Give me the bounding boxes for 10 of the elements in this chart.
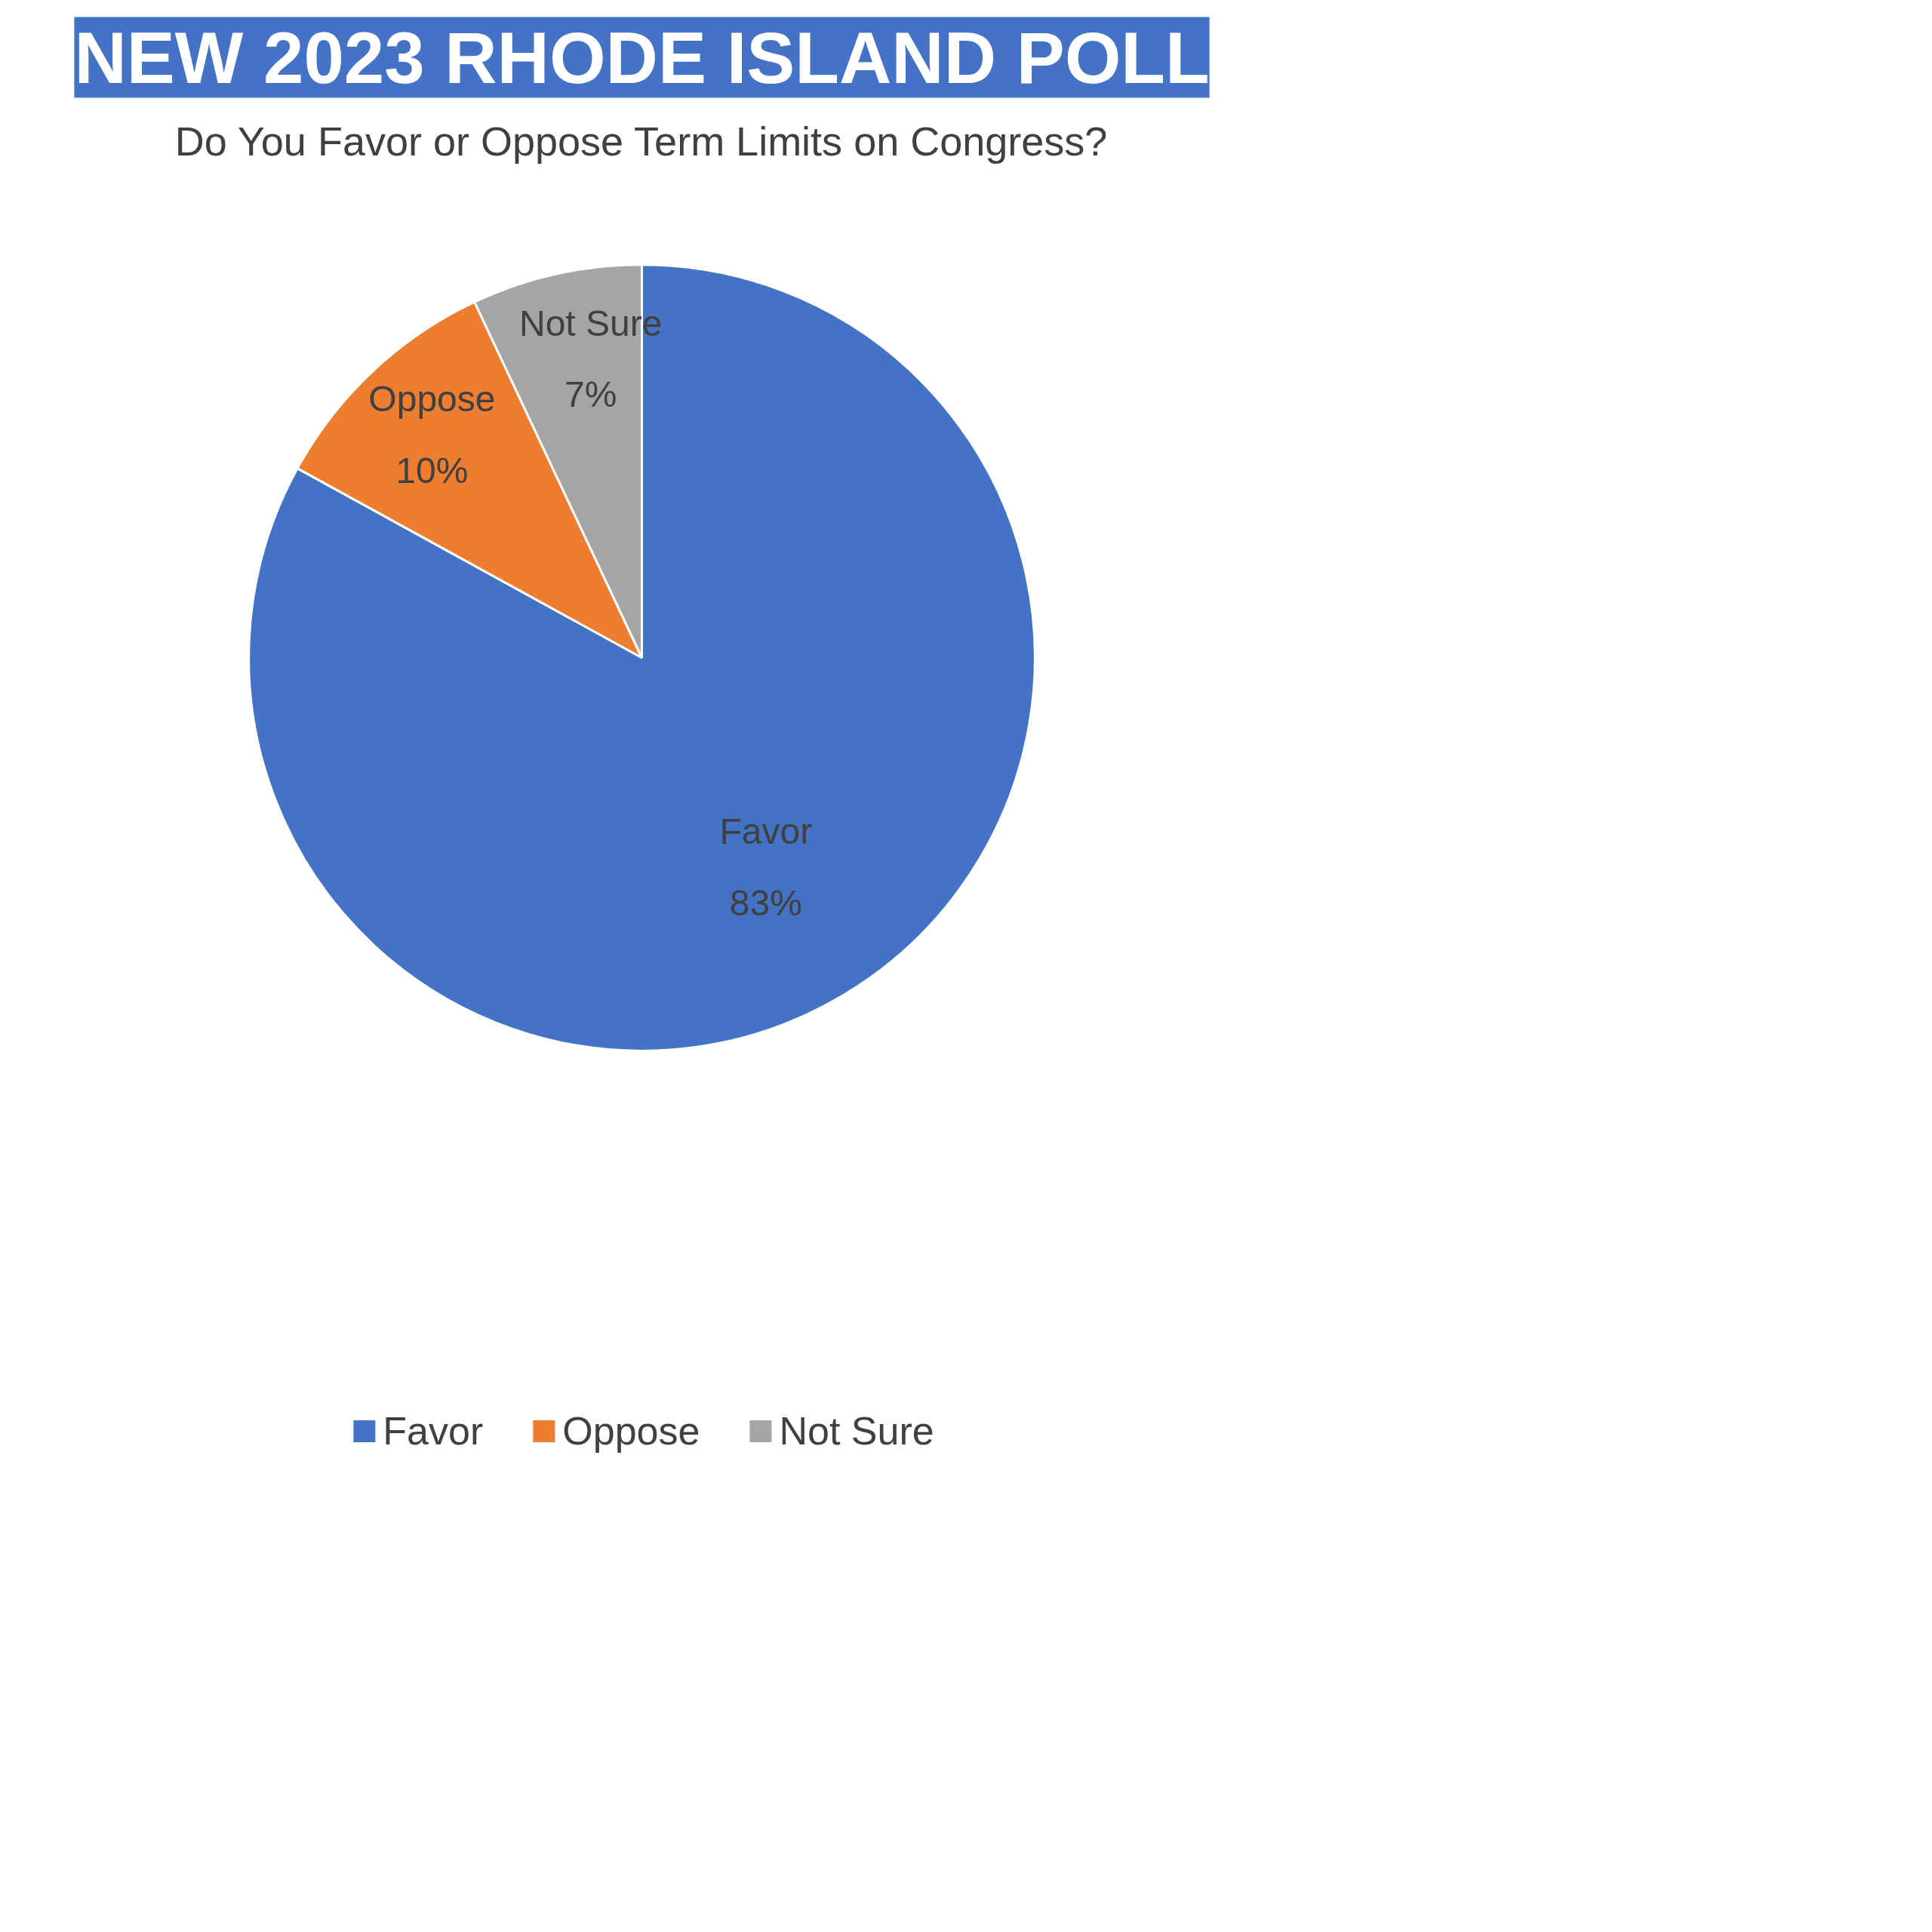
legend-label: Oppose	[562, 1408, 700, 1454]
data-label: 7%	[565, 374, 617, 415]
chart-title: NEW 2023 RHODE ISLAND POLL	[74, 17, 1210, 98]
legend-label: Favor	[383, 1408, 484, 1454]
legend-label: Not Sure	[779, 1408, 934, 1454]
slice-label: Favor	[719, 811, 813, 852]
data-label: 10%	[395, 450, 469, 491]
slice-label: Oppose	[368, 379, 496, 420]
data-label: 83%	[729, 882, 802, 923]
chart-subtitle: Do You Favor or Oppose Term Limits on Congress?	[174, 118, 1108, 164]
